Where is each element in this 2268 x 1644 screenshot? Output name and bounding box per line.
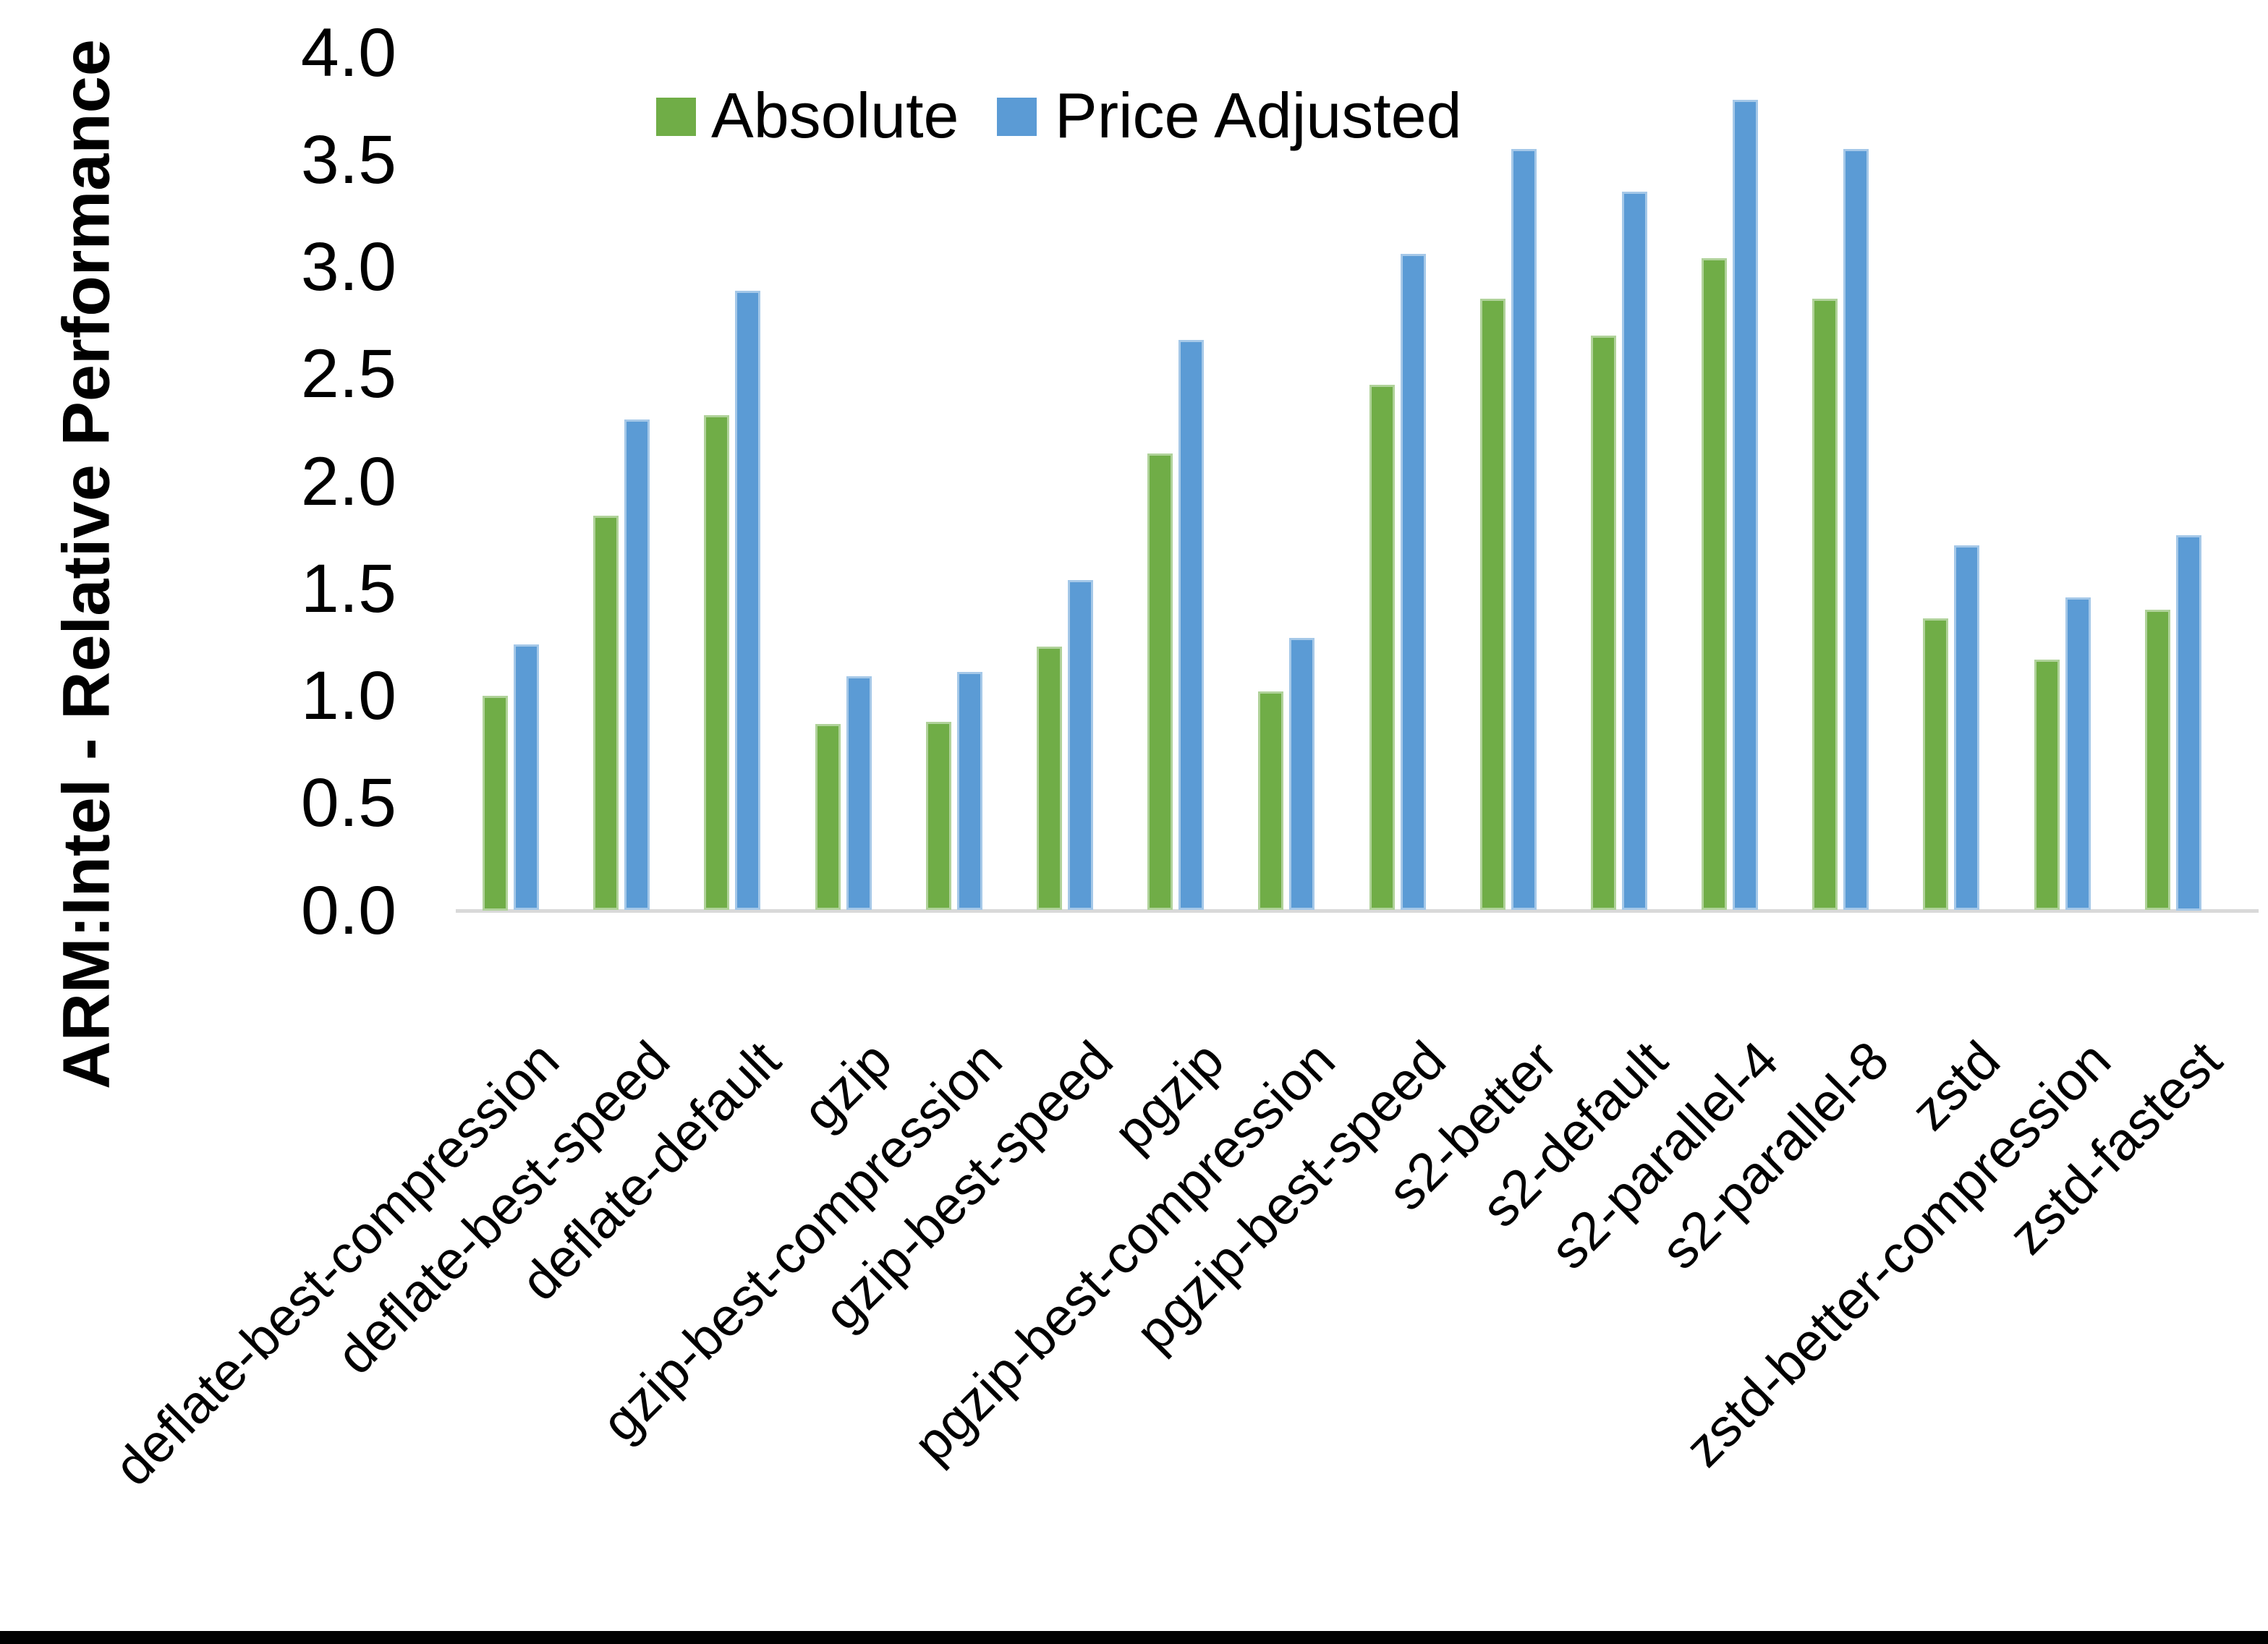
- bar-price-adjusted-zstd: [1954, 545, 1980, 911]
- y-tick-label-3.0: 3.0: [300, 229, 396, 305]
- legend-swatch-price-adjusted: [997, 98, 1037, 136]
- bar-absolute-deflate-best-speed: [593, 515, 619, 911]
- y-tick-label-1.5: 1.5: [300, 550, 396, 627]
- bar-absolute-pgzip-best-speed: [1369, 385, 1395, 911]
- bar-absolute-gzip-best-speed: [1036, 646, 1062, 911]
- y-tick-label-4.0: 4.0: [300, 14, 396, 91]
- bar-price-adjusted-s2-parallel-4: [1733, 99, 1759, 911]
- bar-price-adjusted-s2-parallel-8: [1843, 148, 1869, 911]
- bar-price-adjusted-gzip-best-compression: [956, 672, 982, 911]
- bar-absolute-s2-default: [1590, 335, 1616, 911]
- y-tick-label-3.5: 3.5: [300, 121, 396, 198]
- y-tick-label-0.0: 0.0: [300, 872, 396, 949]
- bar-absolute-s2-parallel-4: [1702, 258, 1728, 911]
- legend-label-absolute: Absolute: [711, 80, 959, 151]
- bar-absolute-deflate-default: [704, 414, 730, 911]
- y-tick-label-2.5: 2.5: [300, 336, 396, 413]
- bar-price-adjusted-deflate-best-speed: [624, 419, 650, 911]
- x-axis-line: [456, 909, 2259, 913]
- bar-price-adjusted-gzip-best-speed: [1067, 579, 1093, 911]
- y-tick-label-0.5: 0.5: [300, 764, 396, 842]
- bar-absolute-pgzip-best-compression: [1258, 691, 1284, 911]
- bar-absolute-pgzip: [1147, 453, 1173, 911]
- bar-price-adjusted-zstd-fastest: [2175, 534, 2201, 911]
- bar-price-adjusted-deflate-default: [735, 290, 761, 911]
- bar-price-adjusted-pgzip-best-speed: [1400, 254, 1426, 911]
- y-tick-label-1.0: 1.0: [300, 657, 396, 734]
- bar-price-adjusted-s2-better: [1511, 148, 1537, 911]
- legend-swatch-absolute: [656, 98, 696, 136]
- bar-price-adjusted-s2-default: [1621, 192, 1647, 911]
- bar-absolute-s2-parallel-8: [1812, 299, 1838, 911]
- bottom-border-strip: [0, 1631, 2268, 1644]
- bar-price-adjusted-pgzip: [1178, 339, 1205, 911]
- bar-absolute-s2-better: [1479, 299, 1505, 911]
- bar-absolute-deflate-best-compression: [483, 696, 508, 911]
- bar-absolute-zstd-fastest: [2144, 610, 2170, 911]
- bar-price-adjusted-pgzip-best-compression: [1289, 637, 1315, 911]
- bar-absolute-zstd: [1923, 618, 1949, 911]
- bar-price-adjusted-gzip: [846, 676, 872, 911]
- bar-price-adjusted-deflate-best-compression: [514, 644, 539, 911]
- bar-absolute-gzip-best-compression: [925, 721, 951, 911]
- bar-absolute-gzip: [815, 723, 841, 911]
- x-label-deflate-best-compression: deflate-best-compression: [103, 1029, 571, 1497]
- legend-label-price-adjusted: Price Adjusted: [1055, 80, 1462, 151]
- y-tick-label-2.0: 2.0: [300, 443, 396, 520]
- bar-price-adjusted-zstd-better-compression: [2065, 597, 2091, 911]
- bar-absolute-zstd-better-compression: [2034, 659, 2060, 911]
